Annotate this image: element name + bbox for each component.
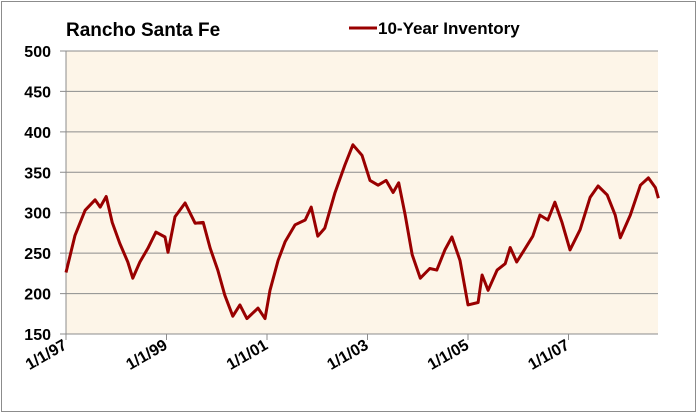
legend: 10-Year Inventory [349,19,520,38]
y-tick-label: 450 [24,84,51,101]
y-tick-label: 200 [24,287,51,304]
x-tick-label: 1/1/07 [525,337,572,374]
y-tick-label: 250 [24,246,51,263]
plot-area [66,51,658,334]
x-tick-label: 1/1/99 [123,337,170,374]
x-axis-ticks: 1/1/97 1/1/99 1/1/01 1/1/03 1/1/05 1/1/07 [23,334,573,374]
y-tick-label: 400 [24,125,51,142]
legend-label: 10-Year Inventory [378,19,520,38]
series-line-10-year-inventory [64,143,660,321]
gridlines [60,50,658,335]
y-tick-label: 150 [24,327,51,344]
y-tick-label: 300 [24,206,51,223]
x-tick-label: 1/1/01 [224,337,271,374]
y-tick-label: 500 [24,44,51,61]
x-tick-label: 1/1/03 [324,337,371,374]
y-axis-ticks: 150 200 250 300 350 400 450 500 [24,44,51,344]
y-tick-label: 350 [24,165,51,182]
chart-title: Rancho Santa Fe [66,20,220,41]
x-tick-label: 1/1/05 [425,337,472,374]
